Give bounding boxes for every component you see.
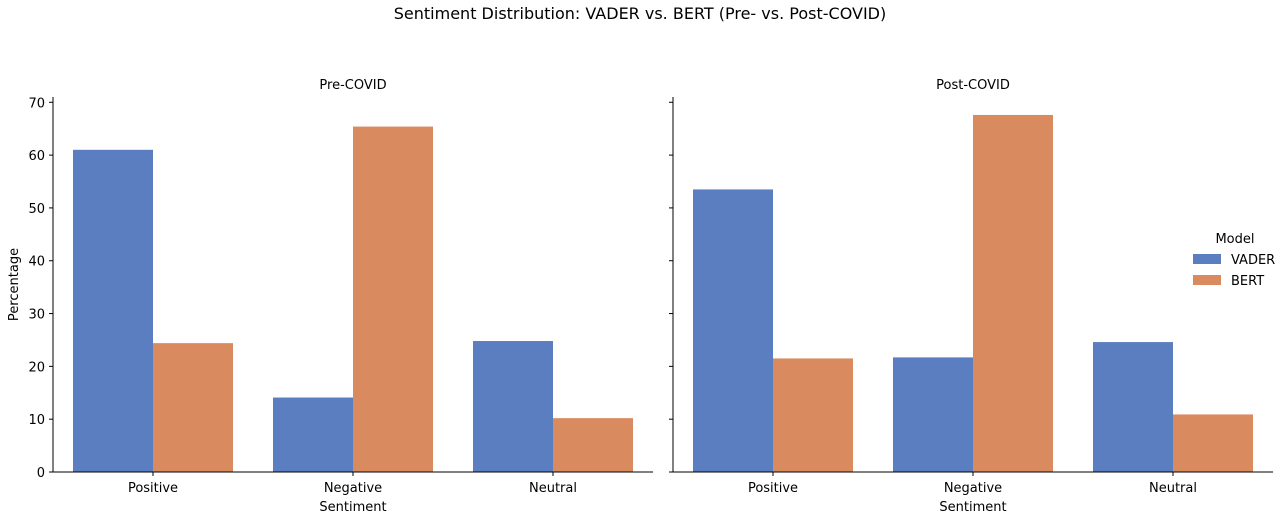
y-tick-label: 20: [28, 360, 45, 375]
y-tick-label: 0: [37, 466, 45, 481]
bar-bert-neutral: [1173, 414, 1253, 472]
bar-vader-negative: [893, 357, 973, 472]
legend: Model VADER BERT: [1193, 232, 1275, 289]
legend-swatch-bert: [1193, 275, 1221, 285]
x-axis-label: Sentiment: [319, 500, 386, 512]
y-tick-label: 70: [28, 96, 45, 111]
x-tick-label: Neutral: [529, 481, 577, 496]
panel-pre-covid: Pre-COVID Positive Negative Neutral 0 10 20 30 4…: [7, 78, 653, 512]
chart-panels: Pre-COVID Positive Negative Neutral 0 10 20 30 4…: [7, 78, 1273, 512]
legend-label-vader: VADER: [1231, 253, 1275, 268]
legend-title: Model: [1215, 232, 1254, 247]
x-tick-label: Positive: [748, 481, 798, 496]
y-axis-label: Percentage: [7, 248, 22, 321]
y-tick-label: 60: [28, 149, 45, 164]
bar-bert-negative: [353, 126, 433, 473]
bar-vader-positive: [73, 149, 153, 472]
bar-bert-negative: [973, 114, 1053, 472]
bar-bert-positive: [153, 343, 233, 472]
bar-vader-neutral: [1093, 342, 1173, 472]
y-tick-label: 10: [28, 413, 45, 428]
x-tick-label: Negative: [944, 481, 1002, 496]
bar-vader-neutral: [473, 341, 553, 472]
legend-swatch-vader: [1193, 254, 1221, 264]
legend-label-bert: BERT: [1231, 274, 1264, 289]
x-tick-label: Negative: [324, 481, 382, 496]
x-axis-label: Sentiment: [939, 500, 1006, 512]
panel-title: Pre-COVID: [319, 78, 386, 93]
y-tick-label: 40: [28, 255, 45, 270]
y-tick-label: 30: [28, 308, 45, 323]
bar-bert-neutral: [553, 418, 633, 472]
bar-vader-positive: [693, 189, 773, 473]
x-tick-label: Positive: [128, 481, 178, 496]
figure-title: Sentiment Distribution: VADER vs. BERT (…: [394, 4, 886, 23]
bar-bert-positive: [773, 358, 853, 472]
x-tick-label: Neutral: [1149, 481, 1197, 496]
panel-title: Post-COVID: [936, 78, 1010, 93]
y-tick-label: 50: [28, 202, 45, 217]
panel-post-covid: Post-COVID Positive Negative Neutral Sentime…: [669, 78, 1273, 512]
bar-vader-negative: [273, 397, 353, 472]
